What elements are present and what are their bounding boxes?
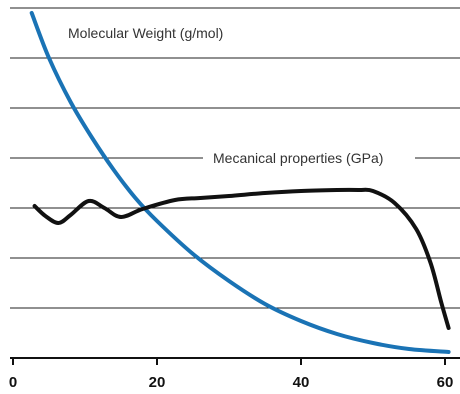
series-label-molecular-weight: Molecular Weight (g/mol) — [68, 25, 223, 41]
x-tick-label: 0 — [9, 374, 17, 391]
series-line-mechanical-properties — [32, 187, 451, 330]
x-tick-label: 60 — [437, 374, 454, 391]
x-axis-ticks: 0 20 40 60 — [9, 358, 454, 391]
series-label-bg-1 — [203, 144, 415, 172]
series-line-molecular-weight — [29, 11, 451, 354]
x-tick-label: 20 — [149, 374, 166, 391]
series-label-bg-0 — [60, 19, 250, 49]
x-tick-label: 40 — [293, 374, 310, 391]
series-label-mechanical-properties: Mecanical properties (GPa) — [213, 150, 383, 166]
gridlines — [10, 7, 460, 309]
series-lines — [29, 11, 451, 354]
